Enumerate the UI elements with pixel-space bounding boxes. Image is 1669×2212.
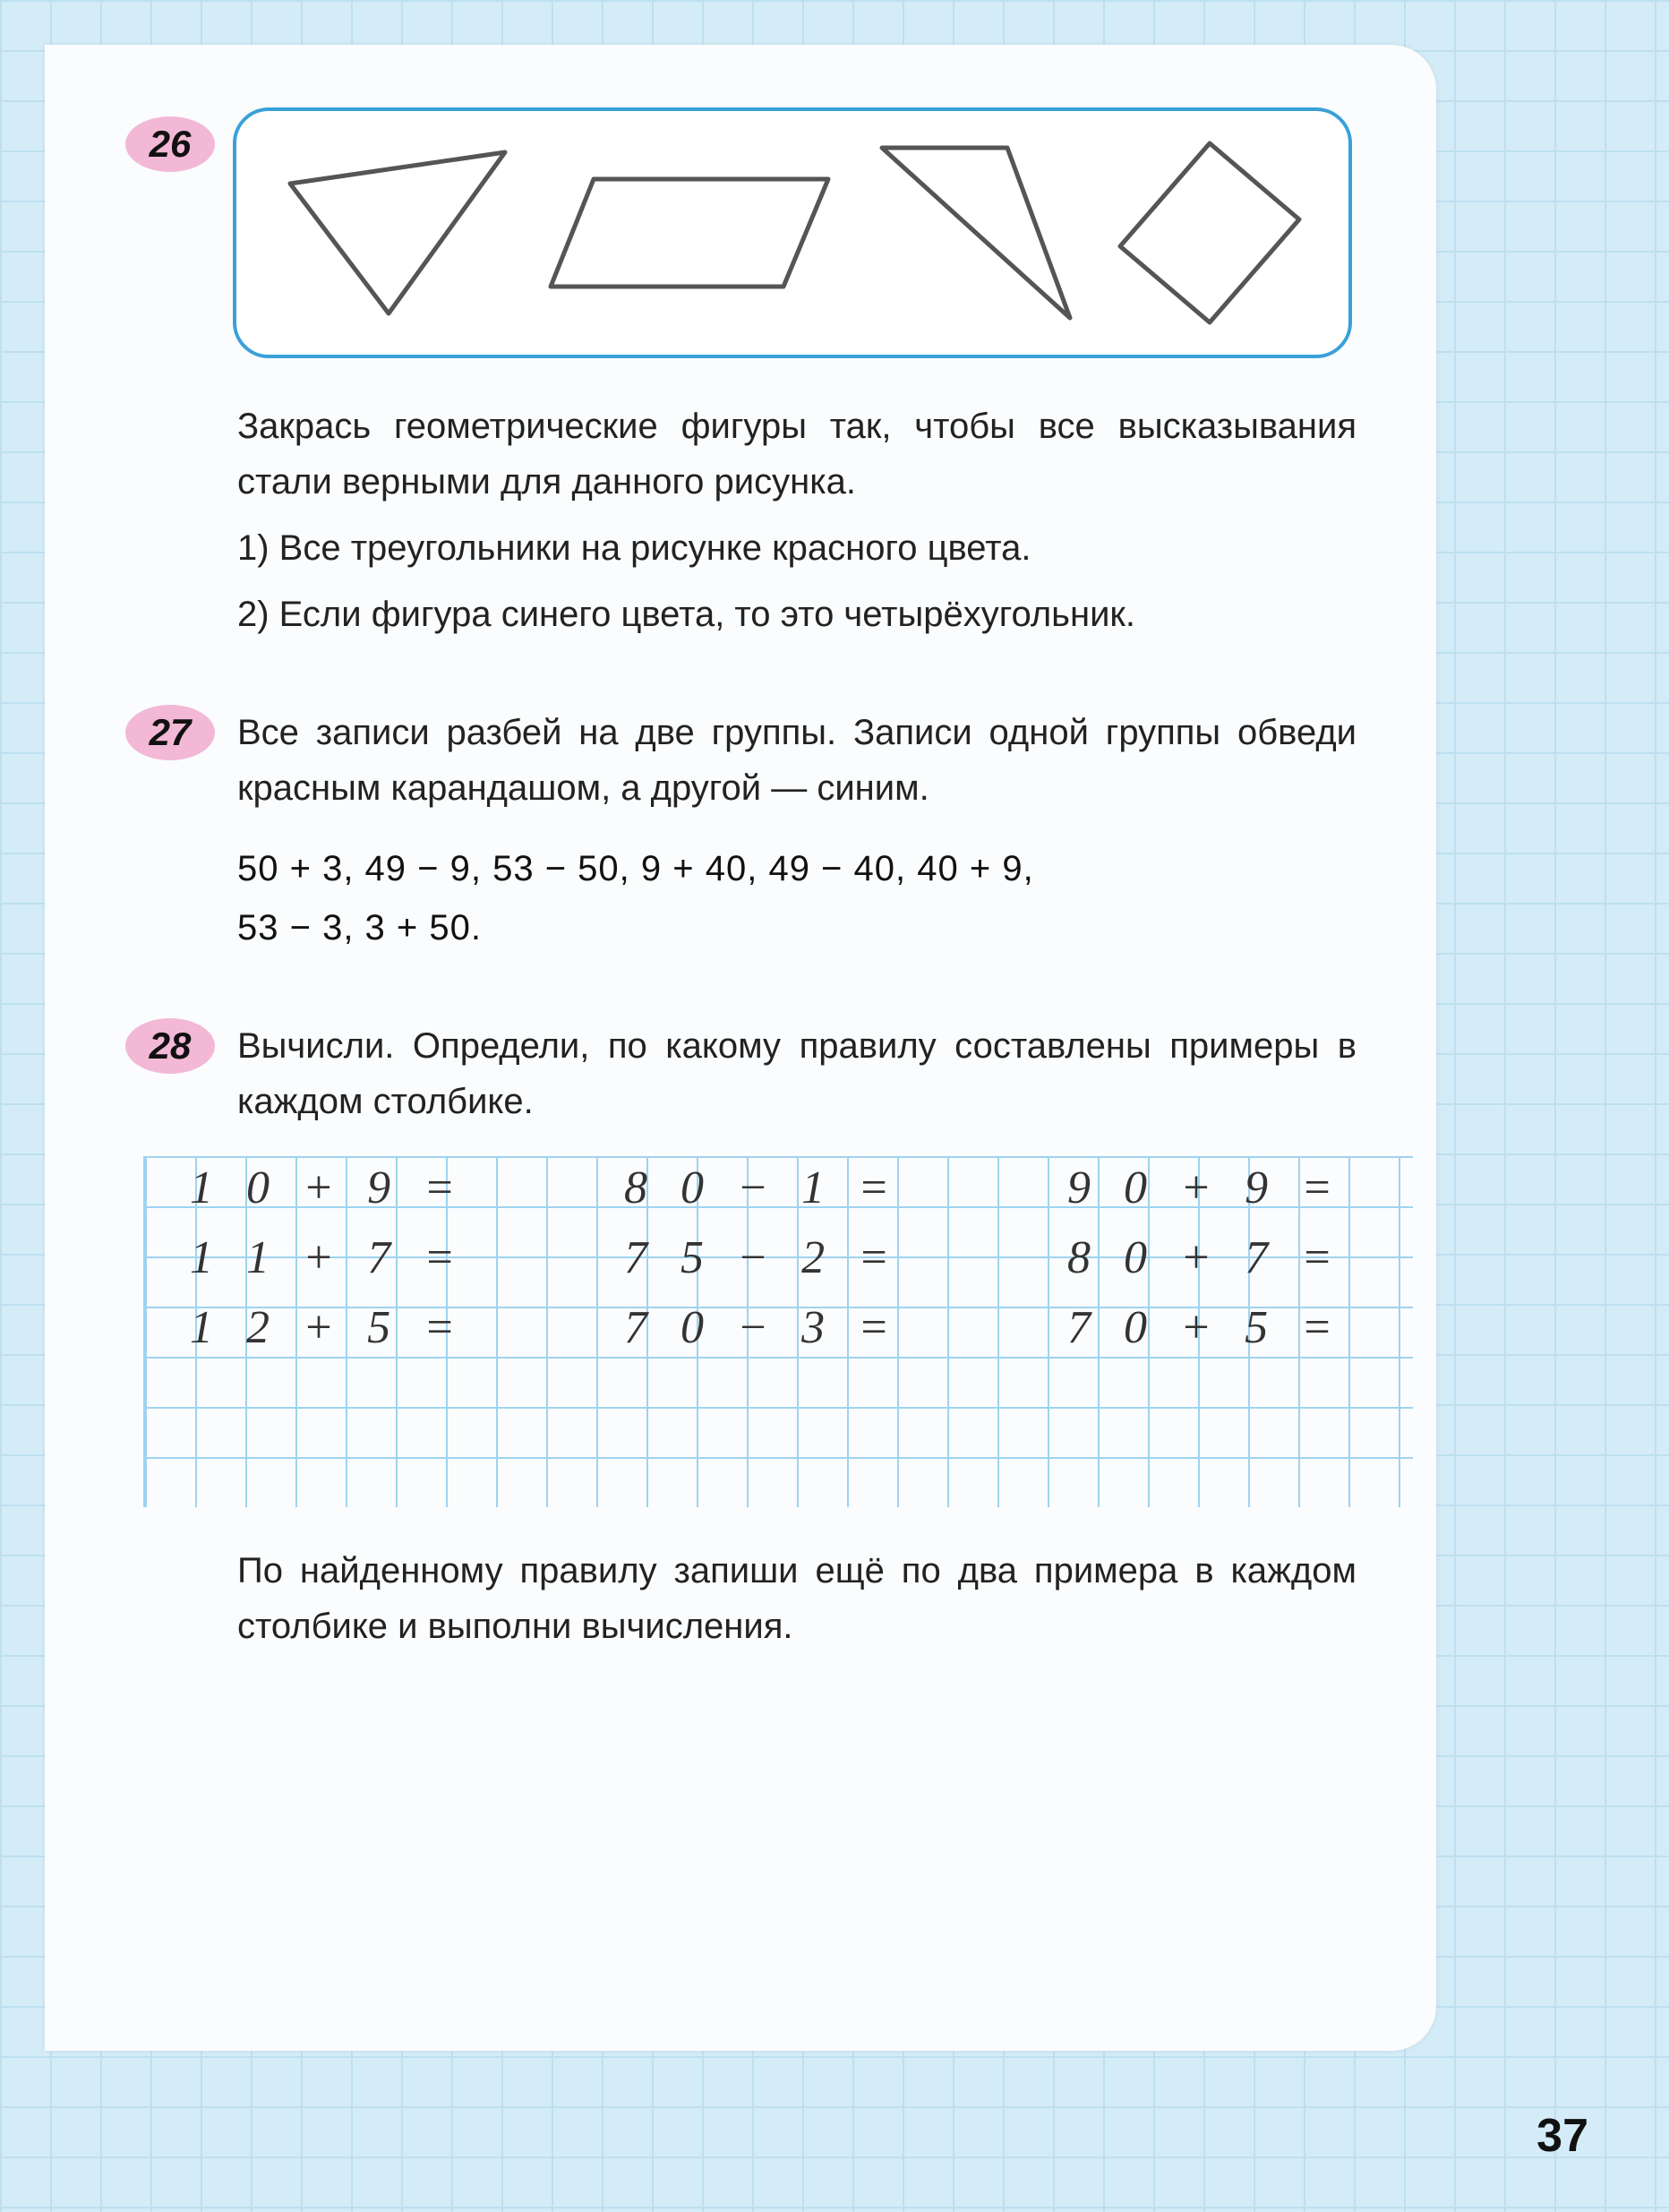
exercise-28: 28 Вычисли. Определи, по какому правилу …	[98, 1018, 1365, 1654]
rectangle-icon	[542, 161, 837, 304]
ex28-body: Вычисли. Определи, по какому правилу сос…	[237, 1018, 1357, 1129]
ex27-expressions-1: 50 + 3, 49 − 9, 53 − 50, 9 + 40, 49 − 40…	[237, 841, 1357, 896]
exercise-28-footer: По найденному правилу запиши ещё по два …	[237, 1543, 1357, 1654]
exercise-27: 27 Все записи разбей на две группы. Запи…	[98, 705, 1365, 956]
ex26-item2: 2) Если фигура синего цвета, то это четы…	[237, 587, 1357, 642]
exercise-26: 26 Закрась геометрические фигуры так, чт…	[98, 107, 1365, 642]
grid-cell: 9 0 + 9 =	[1067, 1162, 1343, 1214]
workbook-page: 26 Закрась геометрические фигуры так, чт…	[0, 0, 1669, 2212]
grid-cell: 1 1 + 7 =	[190, 1231, 466, 1284]
exercise-number-badge: 28	[125, 1018, 215, 1074]
notebook-grid: 1 0 + 9 = 1 1 + 7 = 1 2 + 5 = 8 0 − 1 = …	[143, 1156, 1413, 1507]
ex28-footer: По найденному правилу запиши ещё по два …	[237, 1543, 1357, 1654]
grid-cell: 7 0 − 3 =	[624, 1301, 900, 1354]
grid-cell: 7 0 + 5 =	[1067, 1301, 1343, 1354]
exercise-number-badge: 27	[125, 705, 215, 760]
grid-cell: 7 5 − 2 =	[624, 1231, 900, 1284]
ex26-item1: 1) Все треугольники на рисунке красного …	[237, 520, 1357, 576]
ex27-expressions-2: 53 − 3, 3 + 50.	[237, 900, 1357, 956]
page-number: 37	[1536, 2109, 1588, 2163]
diamond-icon	[1107, 130, 1313, 336]
page-content: 26 Закрась геометрические фигуры так, чт…	[45, 45, 1436, 2051]
triangle-left-icon	[272, 134, 523, 331]
exercise-27-text: Все записи разбей на две группы. Записи …	[237, 705, 1357, 816]
ex27-body: Все записи разбей на две группы. Записи …	[237, 705, 1357, 816]
ex26-intro: Закрась геометрические фигуры так, чтобы…	[237, 399, 1357, 510]
exercise-28-text: Вычисли. Определи, по какому правилу сос…	[237, 1018, 1357, 1129]
grid-cell: 8 0 − 1 =	[624, 1162, 900, 1214]
grid-cell: 8 0 + 7 =	[1067, 1231, 1343, 1284]
triangle-right-icon	[855, 130, 1088, 336]
exercise-number-badge: 26	[125, 116, 215, 172]
shapes-box	[233, 107, 1352, 358]
grid-cell: 1 2 + 5 =	[190, 1301, 466, 1354]
grid-cell: 1 0 + 9 =	[190, 1162, 466, 1214]
exercise-26-text: Закрась геометрические фигуры так, чтобы…	[237, 399, 1357, 642]
